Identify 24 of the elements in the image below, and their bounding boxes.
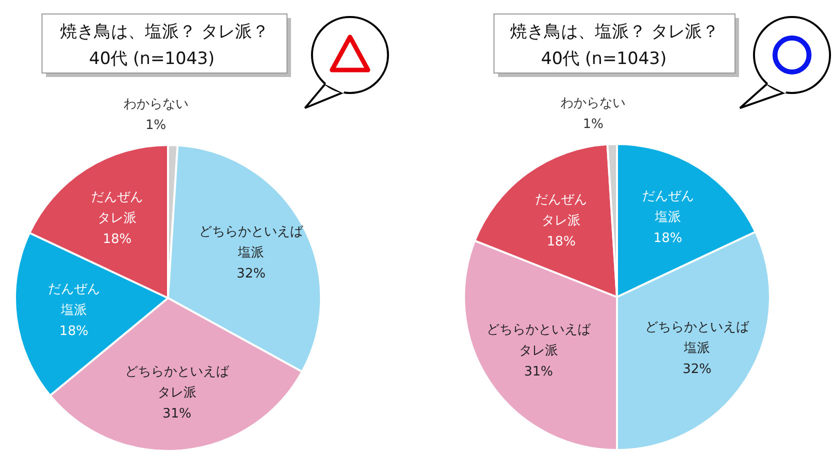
data-label: 32% (682, 361, 712, 376)
slice-label: どちらかといえばタレ派 (124, 364, 230, 400)
data-label: 32% (236, 266, 266, 281)
chart-title: 焼き鳥は、塩派？ タレ派？ (510, 22, 720, 42)
slice-label: どちらかといえばタレ派 (486, 322, 592, 358)
data-label: 1% (582, 116, 604, 132)
data-label: 31% (162, 406, 192, 421)
data-label: 31% (524, 364, 553, 379)
slice-label: どちらかといえば塩派 (199, 224, 304, 260)
slice-label: だんぜんタレ派 (91, 189, 144, 226)
chart-subtitle: 40代 (n=1043) (89, 49, 215, 69)
data-label: 1% (145, 117, 166, 132)
data-label: 18% (546, 234, 576, 249)
chart-subtitle: 40代 (n=1043) (541, 49, 667, 69)
data-label: 18% (102, 231, 132, 246)
slice-label: だんぜんタレ派 (535, 192, 588, 228)
slice-label: わからない (123, 96, 188, 112)
data-label: 18% (59, 323, 88, 338)
slice-label: だんぜん塩派 (48, 281, 100, 318)
data-label: 18% (653, 230, 682, 246)
slice-label: だんぜん塩派 (642, 188, 694, 224)
chart-title: 焼き鳥は、塩派？ タレ派？ (60, 22, 270, 42)
slice-label: どちらかといえば塩派 (645, 319, 750, 356)
slice-label: わからない (560, 95, 626, 110)
